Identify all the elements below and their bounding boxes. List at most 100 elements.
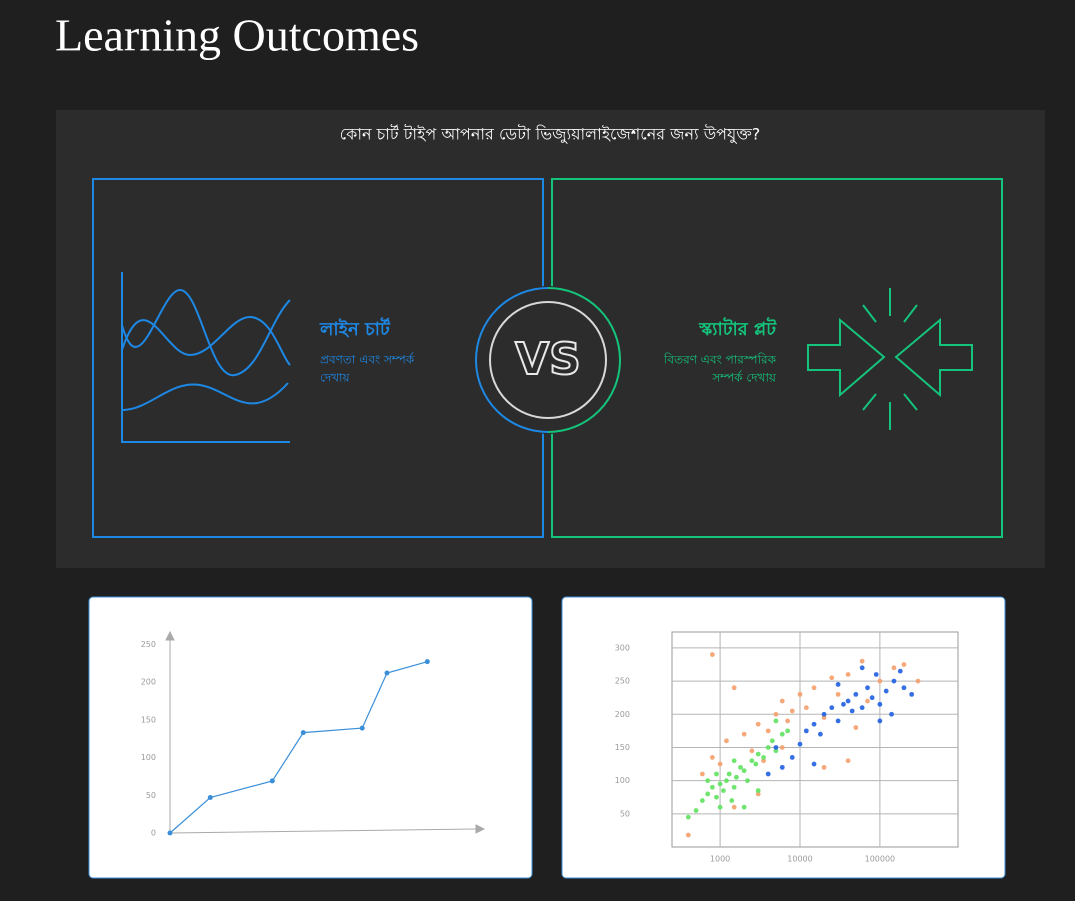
scatter-point: [773, 748, 779, 754]
y-tick-label: 0: [151, 829, 156, 838]
infographic-question: কোন চার্ট টাইপ আপনার ডেটা ভিজ্যুয়ালাইজে…: [340, 125, 761, 145]
left-description: প্রবণতা এবং সম্পর্ক: [320, 353, 415, 367]
scatter-point: [724, 738, 729, 744]
icon-curve: [121, 382, 289, 411]
scatter-point: [909, 691, 915, 697]
icon-rays: [862, 288, 918, 430]
icon-curve: [121, 288, 291, 377]
data-point: [167, 830, 173, 836]
vs-circle: [489, 301, 607, 419]
scatter-point: [841, 701, 846, 707]
data-point: [424, 659, 430, 665]
left-title: লাইন চার্ট: [319, 317, 391, 340]
scatter-point: [761, 755, 766, 760]
data-point: [384, 670, 390, 676]
scatter-point: [761, 758, 766, 764]
y-tick-label: 200: [141, 678, 156, 687]
scatter-frame: [671, 631, 959, 848]
scatter-point: [873, 672, 879, 677]
scatter-point: [853, 725, 859, 730]
scatter-point: [738, 764, 743, 770]
scatter-point: [835, 718, 841, 724]
x-tick-label: 100000: [865, 855, 896, 864]
scatter-point: [731, 758, 737, 764]
y-tick-label: 300: [615, 643, 630, 652]
scatter-point: [811, 761, 817, 767]
scatter-point: [765, 728, 771, 734]
right-title: স্ক্যাটার প্লট: [698, 317, 777, 340]
scatter-point: [817, 731, 823, 737]
scatter-point: [845, 672, 851, 677]
data-point: [359, 725, 365, 731]
infographic: কোন চার্ট টাইপ আপনার ডেটা ভিজ্যুয়ালাইজে…: [56, 110, 1045, 568]
scatter-point: [789, 708, 795, 714]
scatter-point: [845, 698, 851, 704]
left-description: দেখায়: [320, 371, 351, 385]
scatter-point: [721, 788, 726, 793]
x-axis-arrow: [475, 824, 486, 834]
scatter-point: [803, 705, 809, 711]
x-tick-label: 1000: [710, 855, 730, 864]
line-axes: [165, 630, 486, 834]
scatter-point: [883, 688, 889, 694]
icon-axes: [121, 272, 290, 443]
scatter-point: [753, 761, 759, 767]
scatter-point: [717, 761, 723, 767]
scatter-point: [785, 728, 791, 734]
scatter-point: [889, 711, 894, 717]
scatter-point: [811, 685, 817, 691]
scatter-point: [779, 745, 785, 750]
y-tick-label: 150: [615, 743, 630, 752]
y-tick-label: 100: [141, 753, 156, 762]
scatter-point: [811, 721, 817, 727]
line-chart-icon: [121, 272, 291, 443]
vs-ring-left: [475, 287, 549, 433]
scatter-point: [699, 771, 705, 777]
line-chart-card: [88, 596, 533, 879]
scatter-point: [901, 685, 907, 691]
scatter-point: [741, 768, 747, 774]
scatter-point: [685, 832, 691, 838]
scatter-point: [865, 685, 870, 691]
scatter-point: [731, 784, 737, 790]
scatter-point: [845, 758, 851, 764]
scatter-point: [789, 755, 795, 760]
icon-arrow: [894, 317, 973, 398]
scatter-point: [714, 771, 719, 777]
scatter-point: [773, 718, 779, 724]
scatter-point: [745, 778, 750, 784]
scatter-point: [869, 695, 875, 701]
scatter-point: [779, 731, 785, 737]
data-point: [207, 795, 213, 801]
scatter-point: [785, 718, 791, 724]
scatter-point: [731, 685, 737, 691]
scatter-point: [749, 758, 755, 764]
scatter-point: [877, 701, 883, 707]
scatter-point: [741, 804, 747, 810]
scatter-point: [693, 808, 699, 813]
scatter-point: [779, 698, 785, 704]
scatter-point: [835, 691, 841, 697]
right-description: সম্পর্ক দেখায়: [711, 371, 777, 385]
scatter-point: [726, 771, 732, 777]
scatter-point: [755, 751, 761, 757]
vs-ring-right: [547, 287, 621, 433]
y-axis-arrow: [165, 630, 175, 641]
scatter-point: [797, 691, 803, 697]
scatter-point: [859, 658, 865, 664]
scatter-point: [853, 691, 859, 697]
icon-curve: [121, 316, 291, 366]
data-point: [300, 730, 306, 736]
scatter-point: [829, 675, 835, 681]
scatter-point: [897, 668, 903, 674]
scatter-point: [709, 755, 715, 760]
scatter-point: [765, 771, 771, 777]
scatter-point: [685, 814, 691, 820]
scatter-point: [797, 741, 803, 747]
scatter-point: [705, 791, 711, 797]
scatter-point: [731, 804, 737, 810]
page-title: Learning Outcomes: [55, 10, 419, 61]
scatter-point: [803, 728, 809, 734]
